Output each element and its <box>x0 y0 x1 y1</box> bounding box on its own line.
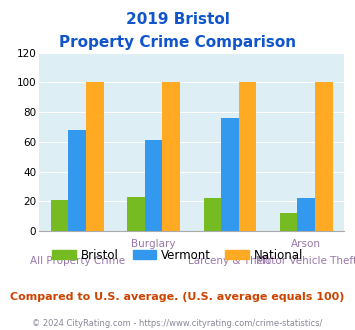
Text: Property Crime Comparison: Property Crime Comparison <box>59 35 296 50</box>
Text: 2019 Bristol: 2019 Bristol <box>126 12 229 26</box>
Bar <box>239 82 256 231</box>
Bar <box>221 118 239 231</box>
Bar <box>162 82 180 231</box>
Bar <box>127 197 145 231</box>
Text: Burglary: Burglary <box>131 239 176 249</box>
Text: © 2024 CityRating.com - https://www.cityrating.com/crime-statistics/: © 2024 CityRating.com - https://www.city… <box>32 319 323 328</box>
Bar <box>69 130 86 231</box>
Text: Motor Vehicle Theft: Motor Vehicle Theft <box>256 256 355 266</box>
Legend: Bristol, Vermont, National: Bristol, Vermont, National <box>48 244 307 266</box>
Text: Larceny & Theft: Larceny & Theft <box>189 256 271 266</box>
Text: Arson: Arson <box>291 239 321 249</box>
Bar <box>203 198 221 231</box>
Bar <box>315 82 333 231</box>
Bar <box>51 200 69 231</box>
Bar <box>86 82 104 231</box>
Text: Compared to U.S. average. (U.S. average equals 100): Compared to U.S. average. (U.S. average … <box>10 292 345 302</box>
Bar <box>280 213 297 231</box>
Bar <box>145 140 162 231</box>
Bar <box>297 198 315 231</box>
Text: All Property Crime: All Property Crime <box>30 256 125 266</box>
